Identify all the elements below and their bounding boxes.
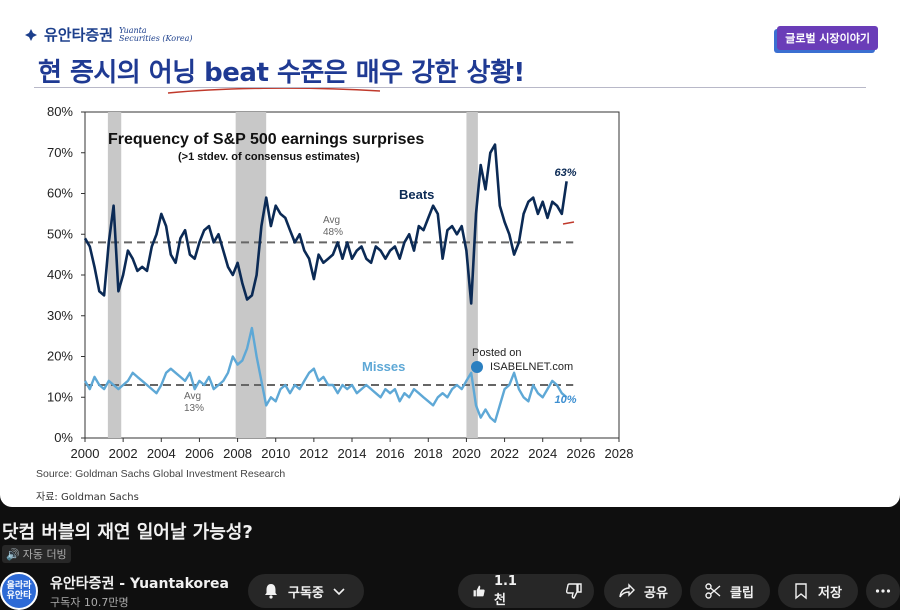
y-tick-label: 70%: [47, 145, 73, 160]
x-tick-label: 2022: [490, 446, 519, 461]
subscribed-label: 구독중: [288, 585, 324, 601]
y-tick-label: 20%: [47, 349, 73, 364]
clip-label: 클립: [730, 585, 754, 601]
channel-avatar[interactable]: 올라라 유안타: [0, 572, 38, 610]
series-line-misses: [83, 326, 568, 423]
red-annotation-mark: [562, 221, 575, 225]
x-tick-label: 2018: [414, 446, 443, 461]
auto-dub-badge[interactable]: 🔊 자동 더빙: [2, 545, 71, 563]
brand-name: 유안타증권: [44, 26, 114, 44]
earnings-surprise-chart: 0% 10% 20% 30% 40% 50% 60% 70% 80% 2000 2002 2004 20…: [36, 104, 634, 480]
video-player[interactable]: 유안타증권 Yuanta Securities (Korea) 글로벌 시장이야…: [0, 0, 900, 507]
x-tick-label: 2008: [223, 446, 252, 461]
like-count: 1.1천: [493, 574, 517, 608]
x-tick-label: 2000: [71, 446, 100, 461]
brand-english-line-2: Securities (Korea): [119, 33, 193, 43]
dub-label: 자동 더빙: [22, 548, 67, 561]
brand-english: Yuanta Securities (Korea): [119, 25, 193, 43]
x-tick-label: 2002: [109, 446, 138, 461]
chart-subtitle: (>1 stdev. of consensus estimates): [178, 151, 360, 163]
series-line-beats: [83, 143, 568, 305]
share-button[interactable]: 공유: [604, 574, 682, 608]
bookmark-icon: [795, 583, 807, 600]
headline-divider: [34, 87, 866, 88]
like-dislike-bar: 1.1천: [458, 574, 594, 608]
series-label-misses: Misses: [362, 359, 405, 374]
y-tick-label: 40%: [47, 267, 73, 282]
subscribed-button[interactable]: 구독중: [248, 574, 364, 608]
dislike-button[interactable]: [551, 574, 597, 608]
watermark-line-1: Posted on: [472, 347, 522, 359]
plot-frame: [84, 111, 620, 439]
brand-english-line-1: Yuanta: [119, 25, 147, 35]
like-button[interactable]: 1.1천: [458, 574, 535, 608]
x-tick-label: 2010: [261, 446, 290, 461]
thumbs-up-icon: [473, 585, 485, 597]
x-tick-label: 2024: [528, 446, 557, 461]
slide-source-note: 자료: Goldman Sachs: [36, 492, 139, 503]
headline-underline: [167, 87, 381, 94]
x-tick-label: 2028: [605, 446, 634, 461]
recession-band: [107, 112, 122, 438]
x-tick-label: 2020: [452, 446, 481, 461]
y-tick-label: 60%: [47, 186, 73, 201]
save-label: 저장: [818, 585, 842, 601]
more-horizontal-icon: [875, 589, 891, 593]
watermark-line-2: ISABELNET.com: [490, 361, 573, 373]
series-end-label: 63%: [555, 167, 577, 179]
y-tick-label: 30%: [47, 308, 73, 323]
channel-name[interactable]: 유안타증권 - Yuantakorea: [50, 576, 229, 592]
video-title: 닷컴 버블의 재연 일어날 가능성?: [2, 522, 253, 543]
x-tick-label: 2026: [566, 446, 595, 461]
x-tick-label: 2006: [185, 446, 214, 461]
slide-headline: 현 증시의 어닝 beat 수준은 매우 강한 상황!: [38, 58, 525, 88]
y-tick-label: 0%: [54, 430, 73, 445]
subscriber-count: 구독자 10.7만명: [50, 596, 129, 609]
clip-button[interactable]: 클립: [690, 574, 770, 608]
series-label-beats: Beats: [399, 187, 434, 202]
x-tick-label: 2004: [147, 446, 176, 461]
avg-label-misses-1: Avg: [184, 391, 201, 402]
share-label: 공유: [644, 585, 668, 601]
y-tick-label: 50%: [47, 226, 73, 241]
y-tick-label: 80%: [47, 104, 73, 119]
chart-source: Source: Goldman Sachs Global Investment …: [36, 468, 285, 480]
save-button[interactable]: 저장: [778, 574, 858, 608]
chevron-down-icon: [333, 588, 345, 596]
watermark-globe-icon: [471, 361, 483, 373]
yuanta-logo-icon: [25, 28, 37, 41]
series-badge: 글로벌 시장이야기: [777, 26, 878, 50]
dub-icon: 🔊: [6, 547, 20, 561]
x-tick-label: 2016: [376, 446, 405, 461]
avg-label-misses-2: 13%: [184, 403, 204, 414]
avg-label-beats-2: 48%: [323, 227, 343, 238]
series-end-label: 10%: [555, 394, 577, 406]
x-tick-label: 2012: [299, 446, 328, 461]
bell-icon: [265, 584, 277, 599]
avg-label-beats-1: Avg: [323, 215, 340, 226]
more-actions-button[interactable]: [866, 574, 900, 608]
y-tick-label: 10%: [47, 389, 73, 404]
chart-title: Frequency of S&P 500 earnings surprises: [108, 131, 424, 148]
brand-logo: 유안타증권 Yuanta Securities (Korea): [24, 24, 193, 45]
share-arrow-icon: [619, 583, 635, 598]
scissors-icon: [705, 583, 721, 599]
thumbs-down-icon: [565, 583, 582, 599]
x-tick-label: 2014: [338, 446, 367, 461]
